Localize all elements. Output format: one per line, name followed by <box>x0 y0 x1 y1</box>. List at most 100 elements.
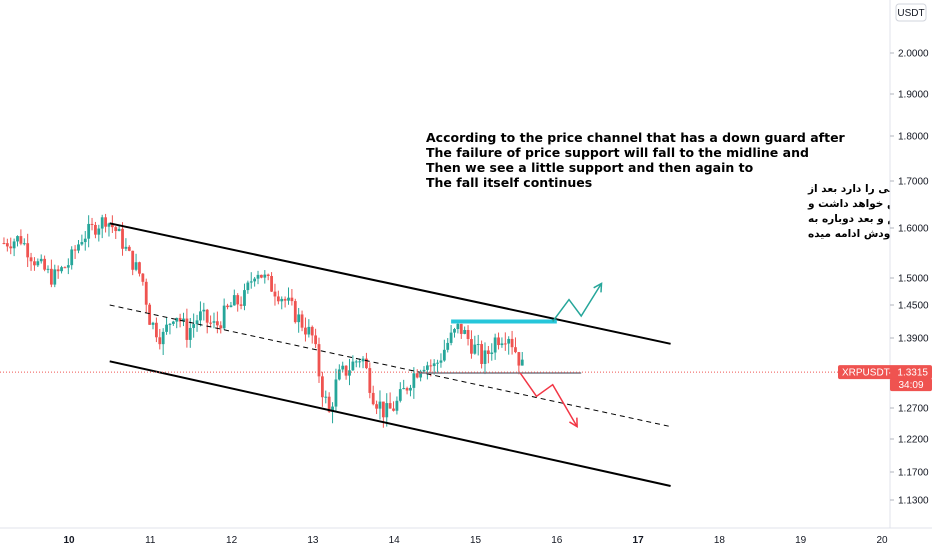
channel-mid-line <box>109 304 671 428</box>
time-tick-label: 16 <box>551 535 563 546</box>
candle <box>16 235 19 247</box>
candle <box>212 312 216 329</box>
candle <box>256 270 260 285</box>
candle <box>449 324 453 346</box>
candle <box>249 272 253 289</box>
time-tick-label: 12 <box>226 535 238 546</box>
price-axis-bg[interactable] <box>890 0 932 528</box>
candle <box>53 264 57 288</box>
candle <box>415 369 419 379</box>
candle <box>341 361 345 373</box>
currency-badge[interactable]: USDT <box>895 3 927 22</box>
candle <box>344 365 348 380</box>
bearish-projection <box>519 372 578 427</box>
candle <box>246 280 250 294</box>
last-price-tag: XRPUSDT · 1.3315 34:09 <box>838 365 932 392</box>
time-tick-label: 19 <box>795 535 807 546</box>
candle <box>87 215 91 248</box>
candle <box>287 287 290 305</box>
candle <box>39 254 43 264</box>
candle <box>459 323 463 339</box>
candle <box>154 317 158 343</box>
candle <box>144 278 148 314</box>
candle <box>358 358 362 368</box>
annotation-en-line-2: The failure of price support will fall t… <box>426 145 809 160</box>
candle <box>409 384 412 397</box>
plot-area[interactable] <box>0 0 890 528</box>
candle <box>304 317 307 342</box>
candle <box>266 273 270 281</box>
candle <box>351 355 355 371</box>
candle <box>161 328 165 356</box>
price-tag-value: 1.3315 <box>897 368 928 379</box>
candle <box>124 238 128 252</box>
candle <box>70 246 74 270</box>
candle <box>375 400 378 415</box>
channel-upper-line <box>109 222 671 345</box>
bullish-projection <box>552 283 603 322</box>
candle <box>26 233 30 268</box>
candle <box>456 323 460 334</box>
candle <box>470 330 473 359</box>
candle <box>83 231 87 251</box>
candle <box>280 296 284 310</box>
candle <box>63 266 67 269</box>
candle <box>398 382 402 403</box>
candle <box>439 353 443 368</box>
candle <box>490 343 494 361</box>
price-tick-label: 1.3900 <box>898 334 929 345</box>
candle <box>121 222 124 256</box>
candle <box>29 252 33 271</box>
candle <box>215 311 219 334</box>
candle <box>12 238 16 257</box>
time-tick-label: 20 <box>876 535 888 546</box>
price-tick-label: 1.9000 <box>898 90 929 101</box>
candle <box>493 333 497 360</box>
candle <box>114 225 118 239</box>
time-axis[interactable]: 10 11 12 13 14 15 16 17 18 19 20 <box>0 527 932 550</box>
candle <box>517 351 521 375</box>
candle <box>263 270 267 284</box>
candle <box>453 327 456 338</box>
candle <box>497 332 500 350</box>
candle <box>209 315 212 328</box>
time-axis-bg[interactable] <box>0 528 932 550</box>
time-tick-label: 15 <box>470 535 482 546</box>
price-tag-separator: · <box>888 368 891 379</box>
candle <box>229 301 233 308</box>
price-tag-countdown: 34:09 <box>898 380 923 391</box>
candle <box>73 245 77 259</box>
price-tag-symbol: XRPUSDT <box>842 368 890 379</box>
price-tick-label: 1.2700 <box>898 404 929 415</box>
time-tick-label: 11 <box>145 535 156 546</box>
candle <box>412 367 416 399</box>
candle <box>219 321 223 334</box>
candle <box>77 240 80 254</box>
candle <box>175 317 179 329</box>
annotation-en-line-3: Then we see a little support and then ag… <box>426 160 754 175</box>
candle <box>307 319 311 338</box>
time-tick-label: 14 <box>389 535 401 546</box>
candle <box>300 310 304 332</box>
candle <box>354 359 358 368</box>
candle <box>446 338 450 353</box>
candle <box>486 345 490 364</box>
candle <box>293 298 297 324</box>
candle <box>195 314 199 332</box>
candle <box>202 302 206 321</box>
candle <box>432 359 436 375</box>
candle <box>56 265 60 279</box>
price-axis[interactable]: 2.0000 1.9000 1.8000 1.7000 1.6000 1.5000 1.45… <box>889 0 932 528</box>
candle <box>226 303 229 310</box>
candle <box>331 402 334 424</box>
candle <box>243 283 246 311</box>
price-axis-ticks: 2.0000 1.9000 1.8000 1.7000 1.6000 1.5000 1.45… <box>890 49 929 507</box>
candle <box>158 328 162 350</box>
candle <box>141 273 145 286</box>
candle <box>222 298 226 330</box>
candle <box>273 283 277 306</box>
candle <box>165 317 168 335</box>
candle <box>290 289 294 306</box>
candle <box>80 234 84 246</box>
